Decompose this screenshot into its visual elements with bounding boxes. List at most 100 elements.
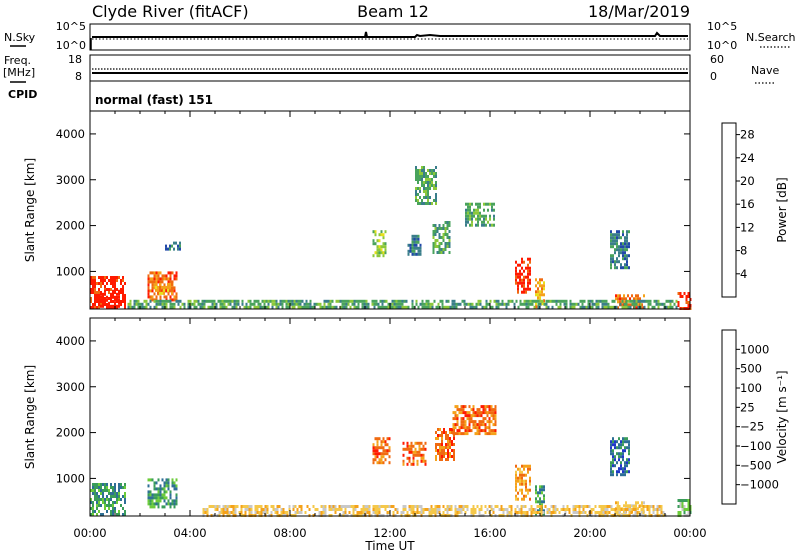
power-cell [442,227,445,230]
velocity-cell [616,470,618,474]
power-cell [541,278,543,282]
velocity-cell [470,511,473,514]
velocity-cell [454,414,457,418]
velocity-cell [334,505,337,508]
velocity-cell [216,505,219,508]
velocity-cell [484,505,487,508]
power-cell [415,302,418,306]
velocity-cell [453,449,455,452]
power-cell [423,175,425,178]
power-cell [491,208,493,212]
velocity-cell [175,484,178,488]
power-cell [618,248,620,252]
velocity-cell [392,505,395,508]
velocity-cell [446,505,449,508]
velocity-cell [464,423,467,427]
velocity-cell [535,500,537,504]
power-cell [98,303,100,306]
power-cell [433,184,435,187]
velocity-cell [441,449,443,452]
velocity-cell [441,443,443,446]
velocity-cell [520,511,523,514]
velocity-cell [410,505,413,508]
power-cell [442,251,445,254]
power-cell [626,233,628,237]
power-cell [417,175,419,178]
velocity-cell [506,508,509,511]
power-cell [120,300,122,303]
velocity-cell [626,461,628,465]
power-cell [227,302,230,306]
power-cell [535,278,537,282]
power-cell [233,305,236,309]
power-cell [649,299,652,303]
velocity-cell [447,455,449,458]
velocity-cell [486,405,489,409]
velocity-cell [580,505,583,508]
power-cell [479,205,481,209]
power-cell [159,299,162,303]
power-cell [435,196,437,199]
power-cell [617,300,619,304]
power-cell [551,299,554,303]
power-cell [447,299,450,303]
velocity-cell [428,508,431,511]
power-cell [94,297,96,300]
power-cell [622,257,624,261]
power-cell [655,299,658,303]
velocity-cell [600,508,603,511]
velocity-cell [488,408,491,412]
power-cell [161,291,163,295]
power-cell [581,299,584,303]
power-cell [553,299,556,303]
velocity-cell [418,447,421,451]
velocity-cell [439,449,441,452]
velocity-cell [478,411,481,415]
velocity-cell [202,511,205,514]
power-cell [565,305,568,309]
velocity-cell [492,417,495,421]
power-cell [102,301,104,305]
velocity-cell [470,420,473,424]
power-data-regions [90,166,692,310]
velocity-cell [618,458,620,462]
power-cell [677,292,680,295]
power-cell [481,220,483,224]
power-cell [623,294,625,298]
power-cell [555,302,558,306]
power-cell [378,248,381,252]
power-cell [175,241,177,245]
power-cell [483,223,485,227]
velocity-cell [118,498,120,501]
power-cell [94,288,96,291]
velocity-cell [171,478,174,482]
velocity-cell [153,484,156,488]
power-cell [395,302,398,306]
power-cell [433,187,435,190]
velocity-cell [437,443,439,446]
velocity-cell [410,511,413,514]
velocity-cell [590,511,593,514]
power-cell [525,290,527,294]
velocity-cell [558,511,561,514]
power-cell [173,247,175,251]
power-cell [155,288,157,292]
power-cell [431,184,433,187]
velocity-cell [354,505,357,508]
velocity-cell [490,420,493,424]
velocity-cell [240,508,243,511]
power-cell [687,301,690,304]
velocity-cell [523,479,525,483]
power-cell [477,302,480,306]
power-cell [623,297,625,301]
power-cell [614,242,616,246]
velocity-cell [159,496,162,500]
velocity-cell [622,452,624,456]
velocity-cell [488,405,491,409]
velocity-cell [410,441,413,445]
power-cell [442,248,445,251]
velocity-cell [624,508,627,511]
velocity-cell [332,505,335,508]
velocity-cell [108,498,110,501]
velocity-cell [175,496,178,500]
